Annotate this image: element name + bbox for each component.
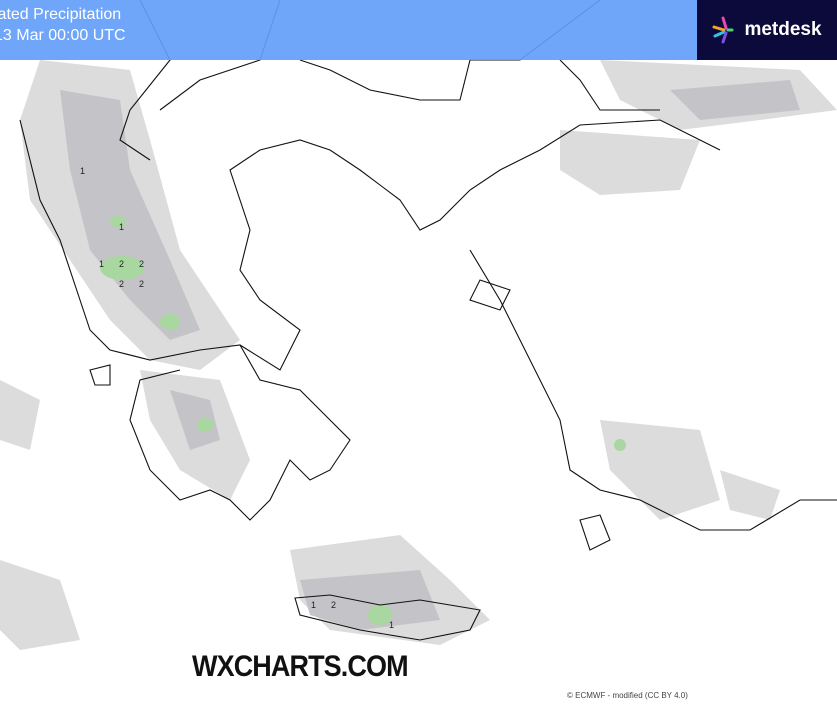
precip-value: 2 (119, 279, 125, 289)
chart-header: lated Precipitation 13 Mar 00:00 UTC (0, 0, 697, 60)
precip-value: 2 (139, 279, 145, 289)
precip-value: 1 (80, 166, 86, 176)
precip-value: 2 (139, 259, 145, 269)
chart-title: lated Precipitation 13 Mar 00:00 UTC (0, 4, 126, 46)
precip-value: 1 (311, 600, 317, 610)
logo-text: metdesk (744, 19, 822, 40)
data-credit: © ECMWF - modified (CC BY 4.0) (567, 691, 688, 700)
precip-value: 1 (119, 222, 125, 232)
green-precip-areas (100, 216, 626, 625)
mid-precip-areas (60, 80, 800, 630)
precip-value: 2 (331, 600, 337, 610)
valid-time: 13 Mar 00:00 UTC (0, 27, 126, 44)
metdesk-logo: metdesk (697, 0, 837, 60)
precip-value: 1 (389, 620, 395, 630)
precip-value: 2 (119, 259, 125, 269)
wxcharts-watermark: WXCHARTS.COM (192, 650, 409, 683)
coastlines-borders (19, 0, 837, 641)
starburst-icon (712, 16, 734, 44)
title-line1: lated Precipitation (0, 6, 122, 23)
precip-value: 1 (99, 259, 105, 269)
